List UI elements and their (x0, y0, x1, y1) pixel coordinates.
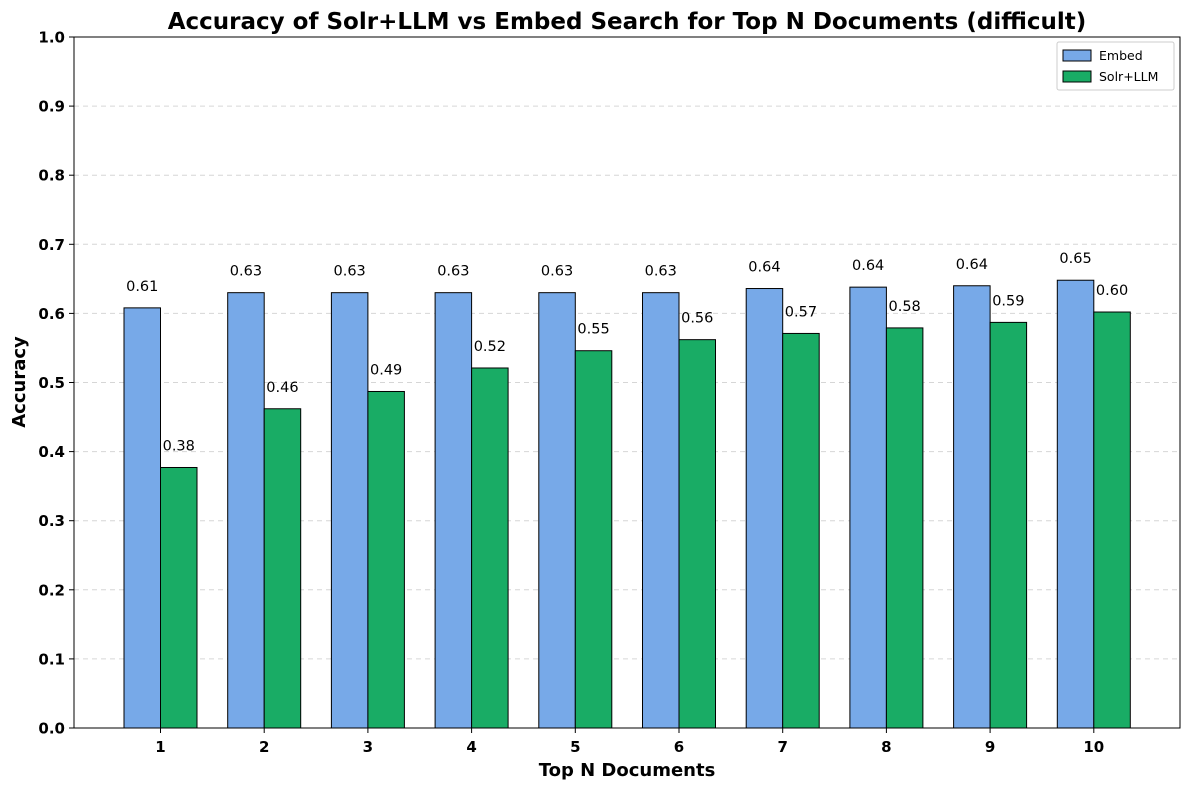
y-axis-ticks: 0.0 0.1 0.2 0.3 0.4 0.5 0.6 0.7 0.8 0.9 1.0 (38, 29, 74, 738)
bar-embed-2 (227, 292, 265, 729)
y-tick-label: 0.1 (38, 650, 65, 668)
y-tick-label: 1.0 (38, 29, 65, 47)
data-label: 0.63 (230, 264, 262, 280)
y-tick-label: 0.2 (38, 581, 65, 599)
x-tick-label: 3 (363, 738, 373, 756)
bar-solr-llm-7 (782, 332, 820, 729)
data-label: 0.61 (126, 279, 158, 295)
data-label: 0.38 (163, 438, 195, 454)
y-tick-label: 0.3 (38, 512, 65, 530)
data-label: 0.63 (334, 264, 366, 280)
bar-solr-llm-4 (471, 367, 509, 729)
bar-embed-7 (745, 288, 784, 729)
data-label: 0.58 (889, 299, 921, 315)
legend-swatch (1062, 70, 1092, 83)
bar-solr-llm-10 (1093, 311, 1131, 729)
data-label: 0.63 (645, 264, 677, 280)
bar-solr-llm-6 (678, 339, 716, 729)
x-tick-label: 7 (777, 738, 787, 756)
data-label: 0.64 (748, 260, 780, 276)
y-tick-label: 0.6 (38, 305, 65, 323)
x-tick-label: 2 (259, 738, 269, 756)
x-tick-label: 1 (155, 738, 165, 756)
data-label: 0.65 (1059, 251, 1091, 267)
legend-entry: Embed (1099, 48, 1143, 63)
x-tick-label: 8 (881, 738, 891, 756)
x-tick-label: 9 (985, 738, 995, 756)
bar-embed-5 (538, 292, 576, 729)
data-label: 0.63 (541, 264, 573, 280)
data-label: 0.56 (681, 311, 713, 327)
legend-swatch (1062, 49, 1092, 62)
data-label: 0.52 (474, 339, 506, 355)
x-tick-label: 10 (1083, 738, 1104, 756)
data-label: 0.57 (785, 304, 817, 320)
x-axis-label: Top N Documents (539, 760, 716, 781)
data-label: 0.64 (852, 258, 884, 274)
y-tick-label: 0.9 (38, 98, 65, 116)
bar-solr-llm-3 (367, 390, 405, 729)
x-tick-label: 6 (674, 738, 684, 756)
y-axis-label: Accuracy (9, 336, 30, 428)
data-label: 0.64 (956, 257, 988, 273)
bar-solr-llm-2 (263, 408, 302, 729)
y-tick-label: 0.7 (38, 236, 65, 254)
data-label: 0.46 (266, 380, 298, 396)
bar-embed-10 (1056, 279, 1095, 729)
bar-embed-3 (330, 292, 369, 729)
data-label: 0.63 (437, 264, 469, 280)
bar-solr-llm-8 (885, 327, 924, 729)
x-tick-label: 5 (570, 738, 580, 756)
bar-embed-8 (849, 286, 887, 729)
bar-embed-9 (953, 285, 991, 729)
bars (123, 279, 1131, 729)
data-label: 0.60 (1096, 283, 1128, 299)
data-label: 0.59 (992, 293, 1024, 309)
data-labels: 0.61 0.63 0.63 0.63 0.63 0.63 0.64 0.64 0.64 0.65… (126, 251, 1128, 454)
bar-embed-6 (642, 292, 680, 729)
data-label: 0.55 (577, 322, 609, 338)
bar-embed-1 (123, 307, 161, 729)
y-tick-label: 0.0 (38, 720, 65, 738)
y-tick-label: 0.4 (38, 443, 65, 461)
y-tick-label: 0.8 (38, 167, 65, 185)
x-tick-label: 4 (466, 738, 476, 756)
data-label: 0.49 (370, 362, 402, 378)
y-tick-label: 0.5 (38, 374, 65, 392)
bar-embed-4 (434, 292, 473, 729)
chart-title: Accuracy of Solr+LLM vs Embed Search for… (168, 9, 1087, 35)
bar-solr-llm-1 (160, 466, 198, 729)
legend-entry: Solr+LLM (1099, 69, 1158, 84)
legend: Embed Solr+LLM (1056, 41, 1175, 91)
x-axis-ticks: 1 2 3 4 5 6 7 8 9 10 (155, 728, 1104, 756)
bar-solr-llm-5 (574, 350, 613, 729)
bar-solr-llm-9 (989, 321, 1028, 729)
